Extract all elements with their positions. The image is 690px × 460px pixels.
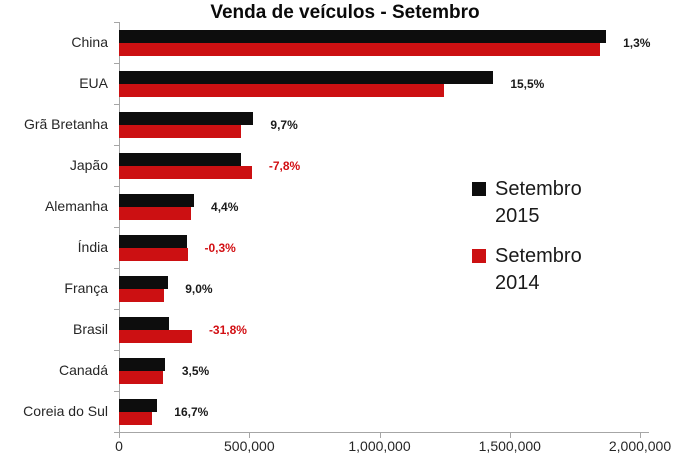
bar-setembro-2015: [119, 358, 165, 371]
bar-setembro-2015: [119, 317, 169, 330]
x-axis-tick-label: 500,000: [223, 438, 275, 454]
bar-setembro-2014: [119, 330, 192, 343]
category-label: Índia: [77, 239, 108, 255]
x-axis-tick: [640, 433, 641, 438]
pct-change-label: 3,5%: [181, 364, 210, 378]
x-axis-tick-label: 0: [115, 438, 123, 454]
pct-change-label: 9,7%: [270, 118, 298, 132]
legend-label-2014: Setembro 2014: [495, 245, 582, 294]
y-axis-tick: [114, 186, 119, 187]
legend-swatch-black: [472, 182, 486, 196]
x-axis-tick-label: 1,500,000: [478, 438, 541, 454]
bar-setembro-2014: [119, 371, 164, 384]
y-axis-tick: [114, 432, 119, 433]
bar-setembro-2015: [119, 112, 254, 125]
bar-setembro-2014: [119, 289, 165, 302]
bar-setembro-2015: [119, 235, 188, 248]
pct-change-label: 16,7%: [174, 405, 209, 419]
y-axis-tick: [114, 268, 119, 269]
bar-setembro-2014: [119, 43, 600, 56]
y-axis-tick: [114, 391, 119, 392]
bar-setembro-2014: [119, 166, 252, 179]
bar-setembro-2015: [119, 71, 494, 84]
x-axis-tick-label: 2,000,000: [608, 438, 672, 454]
legend-entry-2015: Setembro 2015: [472, 176, 582, 230]
legend-swatch-red: [472, 249, 486, 263]
legend: Setembro 2015 Setembro 2014: [472, 176, 582, 310]
chart-title: Venda de veículos - Setembro: [210, 2, 480, 23]
pct-change-label: -31,8%: [208, 323, 247, 337]
x-axis-tick-label: 1,000,000: [348, 438, 411, 454]
category-label: Coreia do Sul: [23, 403, 108, 419]
pct-change-label: 4,4%: [211, 200, 239, 214]
y-axis-tick: [114, 63, 119, 64]
y-axis-tick: [114, 104, 119, 105]
pct-change-label: 9,0%: [185, 282, 213, 296]
bar-setembro-2014: [119, 248, 188, 261]
bar-setembro-2015: [119, 30, 607, 43]
y-axis-line: [119, 22, 120, 432]
y-axis-tick: [114, 309, 119, 310]
legend-label-2015: Setembro 2015: [495, 178, 582, 227]
bar-setembro-2015: [119, 276, 169, 289]
pct-change-label: -0,3%: [204, 241, 236, 255]
category-label: Brasil: [72, 321, 108, 337]
bar-setembro-2014: [119, 412, 152, 425]
category-label: China: [71, 34, 108, 50]
y-axis-tick: [114, 227, 119, 228]
bar-setembro-2014: [119, 207, 191, 220]
category-label: Canadá: [58, 362, 108, 378]
legend-entry-2014: Setembro 2014: [472, 243, 582, 297]
y-axis-tick: [114, 145, 119, 146]
category-label: Grã Bretanha: [23, 116, 108, 132]
category-label: EUA: [79, 75, 108, 91]
x-axis-tick: [379, 433, 381, 438]
pct-change-label: 15,5%: [510, 77, 545, 91]
category-label: Alemanha: [44, 198, 108, 214]
category-label: França: [64, 280, 108, 296]
bar-setembro-2015: [119, 194, 194, 207]
pct-change-label: 1,3%: [623, 36, 651, 50]
y-axis-tick: [114, 350, 119, 351]
x-axis-tick: [249, 433, 251, 438]
pct-change-label: -7,8%: [268, 159, 301, 173]
x-axis-tick: [509, 433, 511, 438]
bar-setembro-2015: [119, 153, 242, 166]
bar-setembro-2015: [119, 399, 158, 412]
category-label: Japão: [69, 157, 108, 173]
bar-setembro-2014: [119, 125, 242, 138]
x-axis-tick: [119, 433, 120, 438]
bar-setembro-2014: [119, 84, 445, 97]
x-axis-line: [119, 432, 649, 433]
y-axis-tick: [114, 22, 119, 23]
